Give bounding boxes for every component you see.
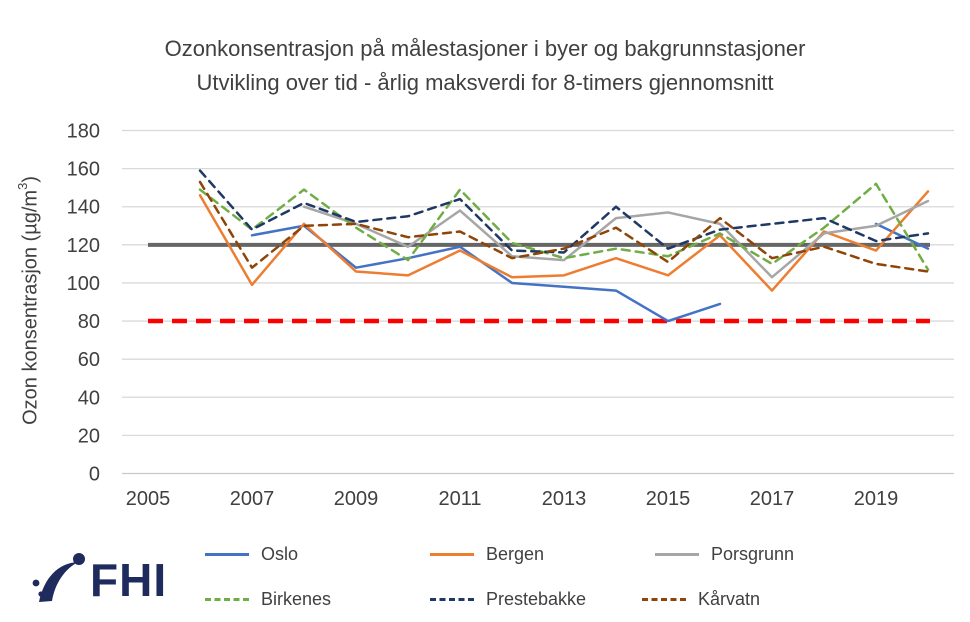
x-tick-label: 2019 <box>854 488 899 510</box>
series-line-bergen <box>198 190 930 292</box>
legend-item-oslo: Oslo <box>205 544 298 564</box>
legend-label-oslo: Oslo <box>261 543 299 564</box>
x-tick-label: 2011 <box>438 488 481 510</box>
series-line-prestebakke <box>198 169 930 254</box>
legend-item-bergen: Bergen <box>430 544 544 564</box>
prestebakke-line-swatch <box>430 597 474 601</box>
series-line-porsgrunn <box>302 199 930 279</box>
y-tick-label: 0 <box>89 464 100 486</box>
y-tick-label: 80 <box>78 311 100 333</box>
birkenes-line-swatch <box>205 597 249 601</box>
legend-item-prestebakke: Prestebakke <box>430 589 586 609</box>
legend-item-porsgrunn: Porsgrunn <box>655 544 794 564</box>
y-tick-label: 180 <box>67 121 100 143</box>
x-tick-label: 2005 <box>126 488 171 510</box>
legend-label-birkenes: Birkenes <box>261 588 332 609</box>
chart-title: Ozonkonsentrasjon på målestasjoner i bye… <box>0 32 970 100</box>
y-tick-label: 120 <box>67 235 100 257</box>
chart-title-line2: Utvikling over tid - årlig maksverdi for… <box>196 70 774 95</box>
x-tick-label: 2017 <box>750 488 795 510</box>
y-tick-label: 40 <box>78 387 100 409</box>
legend-label-porsgrunn: Porsgrunn <box>711 543 795 564</box>
x-tick-label: 2009 <box>334 488 379 510</box>
oslo-line-swatch <box>205 552 249 556</box>
y-tick-label: 100 <box>67 273 100 295</box>
y-tick-label: 60 <box>78 349 100 371</box>
legend-item-karvatn: Kårvatn <box>642 589 760 609</box>
y-tick-label: 160 <box>67 159 100 181</box>
fhi-logo: FHI <box>28 550 167 610</box>
x-tick-label: 2007 <box>230 488 275 510</box>
y-tick-label: 140 <box>67 197 100 219</box>
porsgrunn-line-swatch <box>655 552 699 556</box>
x-tick-label: 2013 <box>542 488 587 510</box>
fhi-logo-text: FHI <box>90 554 168 606</box>
bergen-line-swatch <box>430 552 474 556</box>
legend-item-birkenes: Birkenes <box>205 589 331 609</box>
legend-label-bergen: Bergen <box>486 543 545 564</box>
y-tick-label: 20 <box>78 425 100 447</box>
legend-label-prestebakke: Prestebakke <box>486 588 587 609</box>
series-line-kårvatn <box>198 180 930 273</box>
karvatn-line-swatch <box>642 597 686 601</box>
fhi-logo-icon <box>32 553 85 602</box>
legend-label-karvatn: Kårvatn <box>698 588 761 609</box>
ozone-line-chart: 0 20 40 60 80 100 120 140 160 180 2005 2007 2009 2011… <box>67 121 954 510</box>
x-tick-label: 2015 <box>646 488 691 510</box>
chart-title-line1: Ozonkonsentrasjon på målestasjoner i bye… <box>164 36 806 61</box>
